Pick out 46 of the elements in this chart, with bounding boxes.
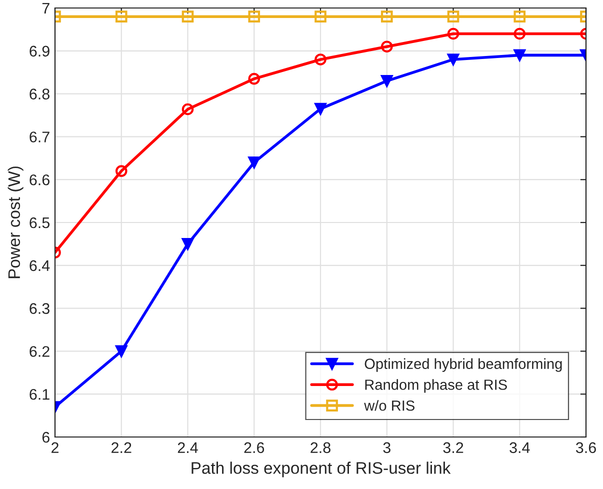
point — [314, 102, 326, 115]
point — [447, 54, 460, 66]
y-tick-label: 6.1 — [30, 388, 50, 400]
point — [182, 103, 194, 116]
y-tick-label: 6.4 — [30, 260, 50, 272]
point — [380, 10, 393, 22]
point — [182, 238, 194, 250]
legend-label: Random phase at RIS — [365, 379, 507, 393]
point — [248, 72, 260, 85]
y-tick-label: 6.2 — [30, 346, 50, 357]
point — [115, 10, 128, 22]
point — [514, 28, 526, 40]
y-tick-label: 6.3 — [30, 303, 50, 314]
point — [447, 10, 460, 22]
point — [380, 40, 393, 53]
y-tick-label: 6 — [42, 432, 50, 443]
legend-label: w/o RIS — [364, 400, 414, 411]
x-tick-label: 3 — [383, 442, 390, 454]
point — [115, 165, 128, 177]
point — [248, 10, 260, 22]
y-tick-label: 6.7 — [30, 132, 50, 142]
x-tick-label: 2.6 — [244, 442, 264, 454]
legend-label: Optimized hybrid beamforming — [364, 358, 562, 372]
y-tick-label: 6.8 — [30, 88, 50, 100]
point — [447, 28, 460, 40]
y-axis-title: Power cost (W) — [8, 166, 24, 278]
y-tick-label: 6.9 — [30, 46, 50, 57]
x-axis-title: Path loss exponent of RIS-user link — [192, 462, 451, 478]
point — [514, 49, 526, 62]
point — [514, 10, 526, 22]
point — [314, 54, 326, 66]
x-tick-label: 2.8 — [310, 442, 330, 454]
x-tick-label: 3.6 — [576, 442, 596, 454]
y-tick-label: 6.5 — [30, 217, 50, 228]
point — [380, 75, 393, 87]
x-tick-label: 2.2 — [112, 442, 132, 453]
point — [182, 10, 194, 22]
x-tick-label: 3.2 — [443, 442, 464, 454]
point — [248, 156, 260, 168]
x-tick-label: 2.4 — [178, 442, 198, 453]
point — [314, 10, 326, 22]
y-tick-label: 6.6 — [30, 174, 50, 186]
x-tick-label: 2 — [52, 442, 58, 453]
x-tick-label: 3.4 — [510, 442, 530, 454]
point — [115, 345, 128, 358]
y-tick-label: 7 — [42, 3, 50, 14]
